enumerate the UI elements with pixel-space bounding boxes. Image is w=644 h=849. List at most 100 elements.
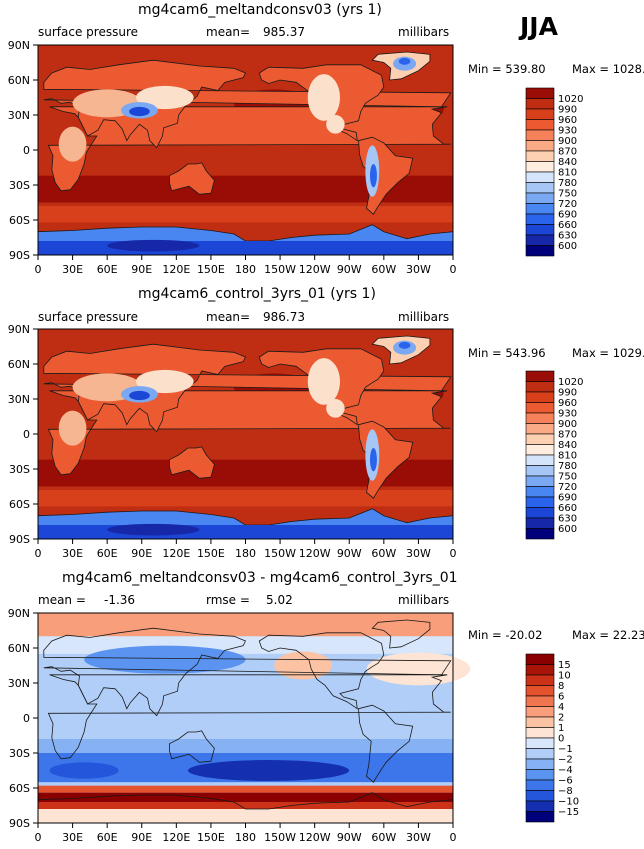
x-tick-label: 0: [450, 547, 457, 560]
colorbar-box: [525, 758, 555, 770]
panel1-title: mg4cam6_meltandconsv03 (yrs 1): [138, 2, 382, 18]
south-subtropic-negative: [38, 739, 453, 753]
greenland-summit: [398, 57, 411, 65]
y-tick-label: 60N: [8, 642, 30, 655]
panel3-mean-value: -1.36: [104, 593, 136, 607]
colorbar-label: 870: [558, 147, 577, 158]
colorbar-label: 600: [558, 241, 577, 252]
east-africa-highlands: [58, 126, 87, 162]
y-tick-label: 0: [23, 428, 30, 441]
colorbar-label: 690: [558, 493, 577, 504]
x-tick-label: 120W: [299, 831, 331, 844]
panel2-mean-label: mean=: [206, 310, 251, 324]
colorbar-label: 720: [558, 482, 577, 493]
y-tick-label: 60S: [9, 782, 30, 795]
southern-ocean-band: [38, 206, 453, 223]
greenland-summit: [398, 341, 411, 349]
colorbar-label: 600: [558, 524, 577, 535]
x-tick-label: 30E: [62, 263, 83, 276]
panel3-rmse-value: 5.02: [266, 593, 293, 607]
altiplano: [370, 164, 377, 188]
colorbar-label: 690: [558, 210, 577, 221]
colorbar-box: [525, 779, 555, 791]
x-tick-label: 0: [35, 263, 42, 276]
africa-coastline: [47, 674, 451, 760]
antarctic-coast-positive: [38, 792, 453, 802]
colorbar-box: [525, 706, 555, 718]
colorbar-box: [525, 769, 555, 781]
x-tick-label: 30W: [406, 831, 431, 844]
east-antarctic-plateau: [107, 523, 200, 536]
east-antarctic-plateau: [107, 239, 200, 252]
colorbar-label: −6: [558, 776, 573, 787]
panel2-min: Min = 543.96: [468, 346, 546, 360]
x-tick-label: 90E: [131, 831, 152, 844]
colorbar-label: 810: [558, 168, 577, 179]
x-tick-label: 90W: [337, 263, 362, 276]
eurasia-land: [43, 343, 452, 433]
eurasia-coastline: [43, 627, 452, 717]
x-tick-label: 180: [235, 831, 256, 844]
colorbar-box: [525, 716, 555, 728]
x-tick-label: 180: [235, 547, 256, 560]
x-tick-label: 150E: [197, 547, 225, 560]
east-africa-highlands: [58, 410, 87, 446]
y-tick-label: 30S: [9, 463, 30, 476]
x-tick-label: 0: [450, 831, 457, 844]
y-tick-label: 30S: [9, 179, 30, 192]
x-tick-label: 30W: [406, 263, 431, 276]
australia-land: [169, 162, 215, 195]
namerica-coastline: [258, 632, 385, 710]
colorbar-label: 750: [558, 472, 577, 483]
x-tick-label: 120W: [299, 547, 331, 560]
colorbar-box: [525, 664, 555, 676]
eurasia-land: [43, 59, 452, 149]
colorbar-box: [525, 695, 555, 707]
y-tick-label: 60N: [8, 74, 30, 87]
colorbar-label: 780: [558, 178, 577, 189]
colorbar-label: 750: [558, 189, 577, 200]
colorbar-label: −8: [558, 786, 573, 797]
x-tick-label: 150W: [264, 547, 296, 560]
pole-near-zero: [38, 809, 453, 823]
y-tick-label: 0: [23, 712, 30, 725]
colorbar-label: 4: [558, 702, 564, 713]
x-tick-label: 120W: [299, 263, 331, 276]
colorbar-label: 6: [558, 692, 564, 703]
greenland-coastline: [371, 619, 431, 649]
x-tick-label: 0: [35, 831, 42, 844]
colorbar-label: 720: [558, 199, 577, 210]
colorbar-label: 660: [558, 503, 577, 514]
x-tick-label: 60E: [97, 263, 118, 276]
colorbar-label: 900: [558, 136, 577, 147]
panel3-max: Max = 22.23: [572, 628, 644, 642]
y-tick-label: 60S: [9, 498, 30, 511]
panel1-max: Max = 1028.20: [572, 62, 644, 76]
colorbar-label: 960: [558, 398, 577, 409]
colorbar-label: 780: [558, 461, 577, 472]
colorbar-label: −4: [558, 765, 573, 776]
panel1-min: Min = 539.80: [468, 62, 546, 76]
antarctica-coastline: [37, 792, 454, 824]
panel2-units: millibars: [398, 310, 450, 324]
panel1-mean-label: mean=: [206, 25, 251, 39]
x-tick-label: 150W: [264, 831, 296, 844]
panel2-mean-value: 986.73: [263, 310, 305, 324]
y-tick-label: 90S: [9, 249, 30, 262]
colorbar-label: 930: [558, 126, 577, 137]
eurasia-negative: [84, 645, 246, 674]
colorbar-label: 1020: [558, 94, 583, 105]
tibet-core: [129, 106, 150, 117]
arctic-positive-band: [38, 613, 453, 637]
x-tick-label: 90W: [337, 547, 362, 560]
colorbar-box: [525, 727, 555, 739]
x-tick-label: 150E: [197, 263, 225, 276]
panel2-field-label: surface pressure: [38, 310, 138, 324]
colorbar-label: 990: [558, 105, 577, 116]
x-tick-label: 90W: [337, 831, 362, 844]
y-tick-label: 60S: [9, 214, 30, 227]
colorbar-label: 840: [558, 157, 577, 168]
colorbar-label: 810: [558, 451, 577, 462]
colorbar-box: [525, 790, 555, 802]
